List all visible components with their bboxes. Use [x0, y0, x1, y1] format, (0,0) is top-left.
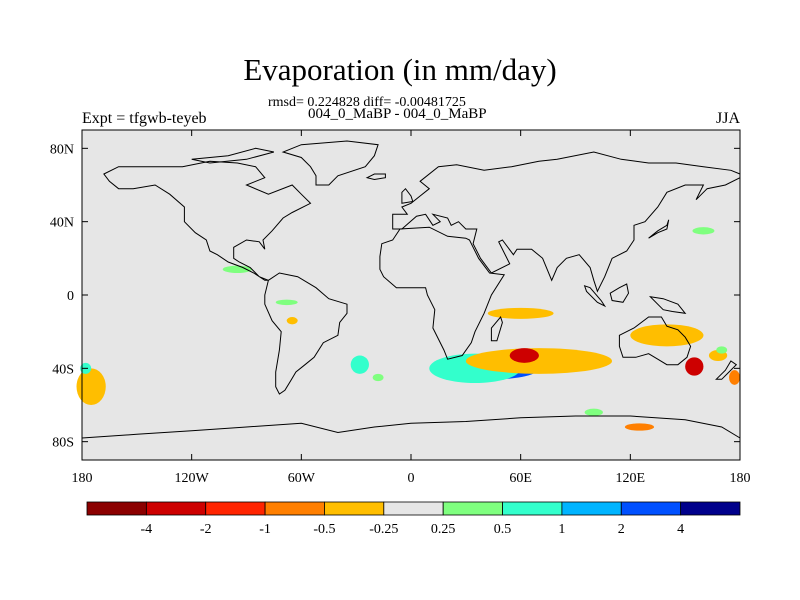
colorbar-label: 2 [618, 522, 625, 537]
x-tick-label: 60W [288, 471, 316, 486]
y-tick-label: 80N [50, 142, 74, 157]
coastline-greenland [281, 140, 379, 186]
anomaly-indian-orange-band [487, 307, 554, 319]
experiment-label: Expt = tfgwb-teyeb [82, 110, 207, 127]
colorbar-label: 4 [677, 522, 684, 537]
coastline-japan [648, 219, 670, 239]
y-tick-label: 0 [67, 289, 74, 304]
coastline-uk [401, 187, 414, 204]
coastline-south-america [264, 272, 348, 395]
coastline-borneo [609, 283, 630, 303]
cases-line: 004_0_MaBP - 004_0_MaBP [308, 106, 487, 122]
axis-layer: 180 120W 60W 0 60E 120E 180 80N 40N 0 40S 80S [50, 129, 751, 486]
coastline-africa [379, 226, 506, 360]
anomaly-south-america-cyan [350, 355, 369, 374]
anomaly-far-east-orange [729, 370, 740, 385]
anomaly-central-pacific-orange [286, 317, 298, 325]
coastline-north-america [103, 160, 312, 281]
colorbar-box [205, 501, 266, 516]
coastline-arctic-islands [191, 147, 275, 164]
colorbar-label: -1 [259, 522, 271, 537]
x-tick-label: 0 [408, 471, 415, 486]
colorbar-box [620, 501, 682, 516]
colorbar-label: -0.5 [313, 522, 335, 537]
coastline-iceland [365, 173, 386, 181]
anomaly-south-indian-orange [465, 348, 613, 374]
coastline-australia [618, 316, 692, 366]
colorbar-label: 1 [558, 522, 565, 537]
anomaly-dateline-south-orange [76, 368, 106, 405]
colorbar-box [264, 501, 325, 516]
coastline-sumatra [583, 284, 607, 308]
x-tick-label: 60E [509, 471, 532, 486]
colorbar-box [324, 501, 385, 516]
x-tick-label: 180 [72, 471, 93, 486]
colorbar-box [561, 501, 622, 516]
colorbar-box [680, 501, 741, 516]
coastline-new-zealand [714, 360, 738, 380]
colorbar-box [383, 501, 444, 516]
anomaly-antarctic-green [584, 408, 603, 417]
season-label: JJA [716, 110, 741, 127]
x-tick-label: 120E [616, 471, 646, 486]
colorbar: -4 -2 -1 -0.5 -0.25 0.25 0.5 1 2 4 [86, 501, 741, 537]
anomaly-east-australia-green [716, 346, 728, 354]
colorbar-box [145, 501, 207, 516]
colorbar-label: 0.25 [431, 522, 456, 537]
x-tick-label: 180 [730, 471, 751, 486]
colorbar-label: -0.25 [369, 522, 398, 537]
colorbar-label: -4 [141, 522, 153, 537]
colorbar-box [502, 501, 563, 516]
y-tick-label: 80S [52, 436, 74, 451]
y-tick-label: 40N [50, 216, 74, 231]
anomaly-east-australia-red [685, 357, 704, 376]
stats-line: rmsd= 0.224828 diff= -0.00481725 [268, 95, 466, 110]
anomaly-antarctic-orange [624, 423, 655, 431]
colorbar-label: -2 [200, 522, 212, 537]
colorbar-box [86, 501, 147, 516]
coastline-madagascar [490, 315, 503, 342]
coastline-new-guinea [648, 296, 687, 314]
map-background [82, 130, 740, 460]
anomaly-atlantic-green [275, 299, 298, 306]
map-frame [82, 130, 740, 460]
y-tick-label: 40S [52, 362, 74, 377]
anomaly-central-america-green [222, 265, 252, 274]
x-tick-label: 120W [175, 471, 210, 486]
coastline-layer [81, 140, 741, 461]
colorbar-label: 0.5 [494, 522, 512, 537]
colorbar-box [442, 501, 503, 516]
anomaly-layer [76, 227, 740, 431]
coastline-eurasia [392, 151, 741, 293]
anomaly-australia-orange [630, 324, 704, 347]
anomaly-south-atlantic-green [372, 373, 384, 382]
anomaly-pacific-green [692, 227, 715, 235]
map-title: Evaporation (in mm/day) [243, 52, 557, 87]
anomaly-south-indian-red [509, 348, 539, 363]
